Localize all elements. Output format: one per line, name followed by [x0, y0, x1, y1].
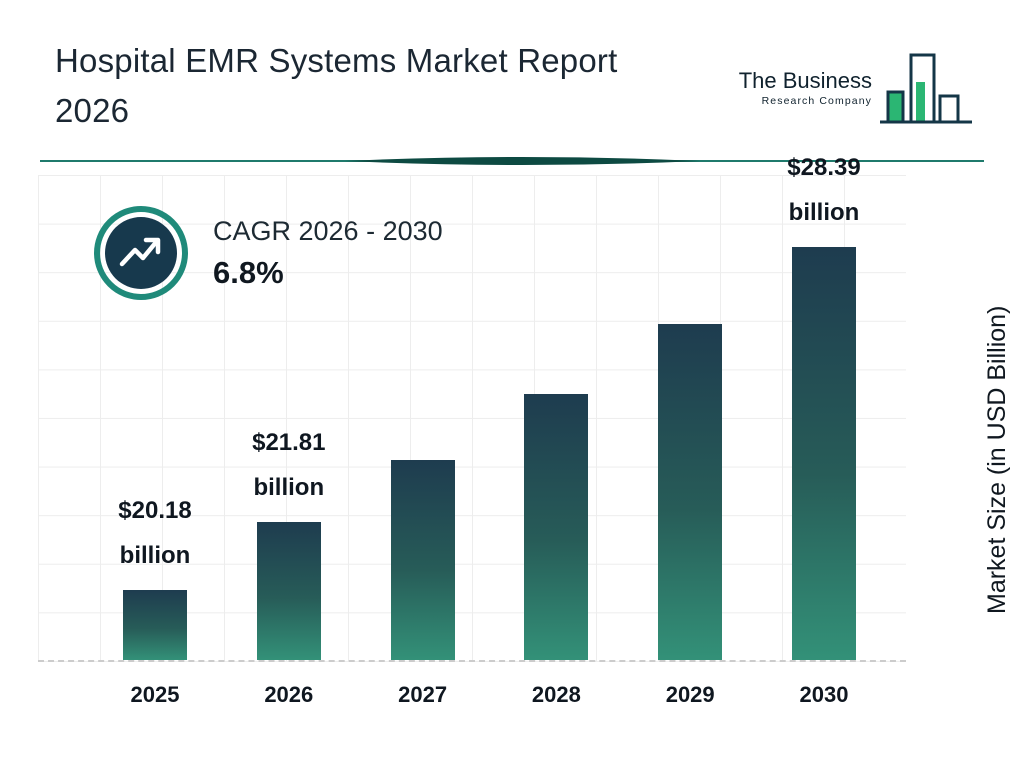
bar-2029 — [658, 324, 723, 660]
x-axis-label-2025: 2025 — [130, 682, 180, 707]
cagr-label: CAGR 2026 - 2030 — [213, 215, 443, 246]
bar-value-label-2030: $28.39 billion — [734, 146, 914, 235]
bar-value-unit: billion — [788, 198, 860, 226]
y-axis-title: Market Size (in USD Billion) — [983, 305, 1011, 615]
title-line1: Hospital EMR Systems Market Report — [55, 42, 618, 79]
bar-2026 — [256, 522, 321, 660]
bar-value-unit: billion — [253, 473, 325, 501]
logo-text: The Business Research Company — [739, 68, 872, 107]
divider-line — [40, 157, 984, 165]
logo-name: The Business — [738, 68, 872, 93]
title-line2: 2026 — [55, 91, 130, 129]
header: Hospital EMR Systems Market Report 2026 … — [55, 36, 974, 135]
bar-group-2027: 2027 — [390, 175, 455, 707]
bar-2027 — [390, 460, 455, 660]
company-logo: The Business Research Company — [739, 50, 974, 135]
chart-area: CAGR 2026 - 2030 6.8% $20.18 billion 2025 $… — [38, 154, 906, 707]
cagr-value: 6.8% — [213, 254, 284, 290]
bar-value-label-2025: $20.18 billion — [65, 489, 245, 578]
x-axis-label-2028: 2028 — [531, 682, 581, 707]
bar-value-unit: billion — [119, 541, 191, 569]
bar-group-2025: $20.18 billion 2025 — [118, 175, 191, 707]
x-axis-label-2030: 2030 — [799, 682, 849, 707]
bar-group-2028: 2028 — [524, 175, 589, 707]
trend-up-icon — [93, 205, 189, 301]
bar-2030 — [791, 247, 856, 660]
x-axis-label-2027: 2027 — [398, 682, 448, 707]
x-axis-label-2026: 2026 — [264, 682, 314, 707]
bar-value-amount: $21.81 — [252, 429, 326, 457]
bar-group-2029: 2029 — [658, 175, 723, 707]
bar-2025 — [123, 590, 187, 660]
cagr-badge: CAGR 2026 - 2030 6.8% — [93, 205, 443, 301]
bar-value-label-2026: $21.81 billion — [199, 421, 379, 510]
bar-plot: $20.18 billion 2025 $21.81 billion 2026 2027 20… — [38, 154, 906, 707]
bar-group-2026: $21.81 billion 2026 — [252, 175, 325, 707]
bar-value-amount: $28.39 — [787, 154, 861, 182]
cagr-text: CAGR 2026 - 2030 6.8% — [213, 216, 443, 291]
logo-bar-chart-icon — [880, 53, 972, 124]
x-axis-label-2029: 2029 — [665, 682, 715, 707]
logo-subname: Research Company — [761, 95, 872, 107]
bar-group-2030: $28.39 billion 2030 — [787, 154, 860, 707]
bar-2028 — [524, 394, 589, 660]
bar-value-amount: $20.18 — [118, 497, 192, 525]
page-title: Hospital EMR Systems Market Report 2026 — [55, 36, 617, 135]
